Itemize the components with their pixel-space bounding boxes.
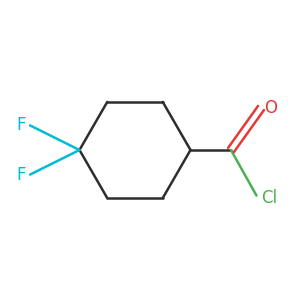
Text: F: F bbox=[16, 116, 26, 134]
Text: Cl: Cl bbox=[261, 189, 277, 207]
Text: O: O bbox=[264, 99, 277, 117]
Text: F: F bbox=[16, 167, 26, 184]
